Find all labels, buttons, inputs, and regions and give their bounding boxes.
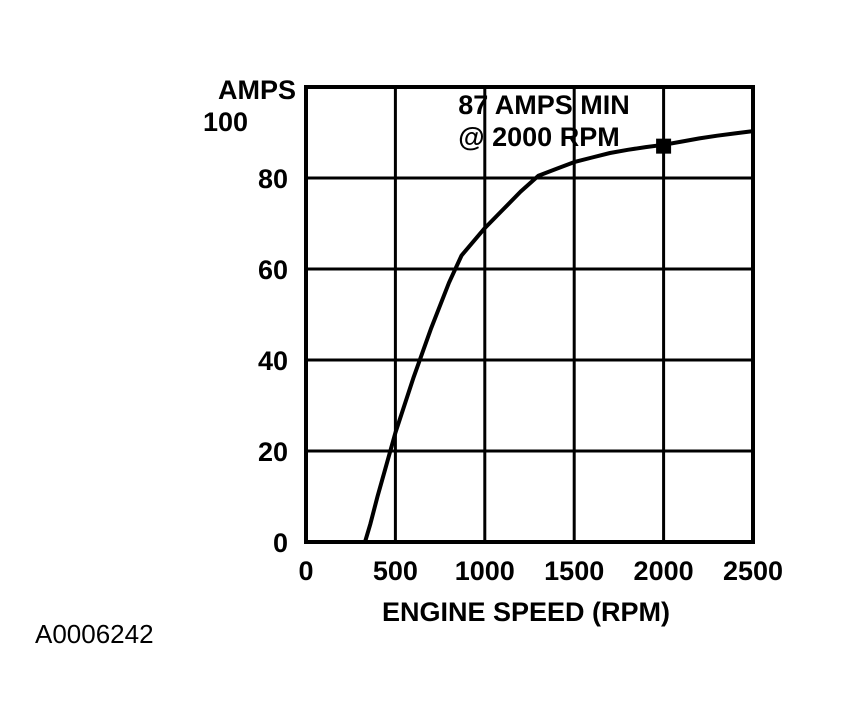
- grid-lines: [306, 87, 753, 542]
- x-axis-label: ENGINE SPEED (RPM): [382, 597, 670, 627]
- x-tick-label: 500: [373, 556, 418, 586]
- x-tick-label: 1000: [455, 556, 515, 586]
- y-tick-label: 20: [258, 437, 288, 467]
- y-tick-labels: 0 20 40 60 80 100: [203, 107, 288, 558]
- annotation-line-2: @ 2000 RPM: [458, 122, 619, 152]
- annotation-line-1: 87 AMPS MIN: [458, 90, 630, 120]
- x-tick-labels: 0 500 1000 1500 2000 2500: [298, 556, 783, 586]
- y-axis-label: AMPS: [218, 75, 296, 105]
- plot-frame: [304, 85, 755, 544]
- x-tick-label: 0: [298, 556, 313, 586]
- series-line: [363, 129, 754, 543]
- y-tick-label: 80: [258, 164, 288, 194]
- y-tick-label: 0: [273, 528, 288, 558]
- data-marker: [656, 138, 672, 154]
- figure-id: A0006242: [35, 619, 154, 649]
- y-tick-label: 60: [258, 255, 288, 285]
- x-tick-label: 1500: [544, 556, 604, 586]
- y-tick-label: 40: [258, 346, 288, 376]
- x-tick-label: 2000: [634, 556, 694, 586]
- x-tick-label: 2500: [723, 556, 783, 586]
- y-tick-label: 100: [203, 107, 248, 137]
